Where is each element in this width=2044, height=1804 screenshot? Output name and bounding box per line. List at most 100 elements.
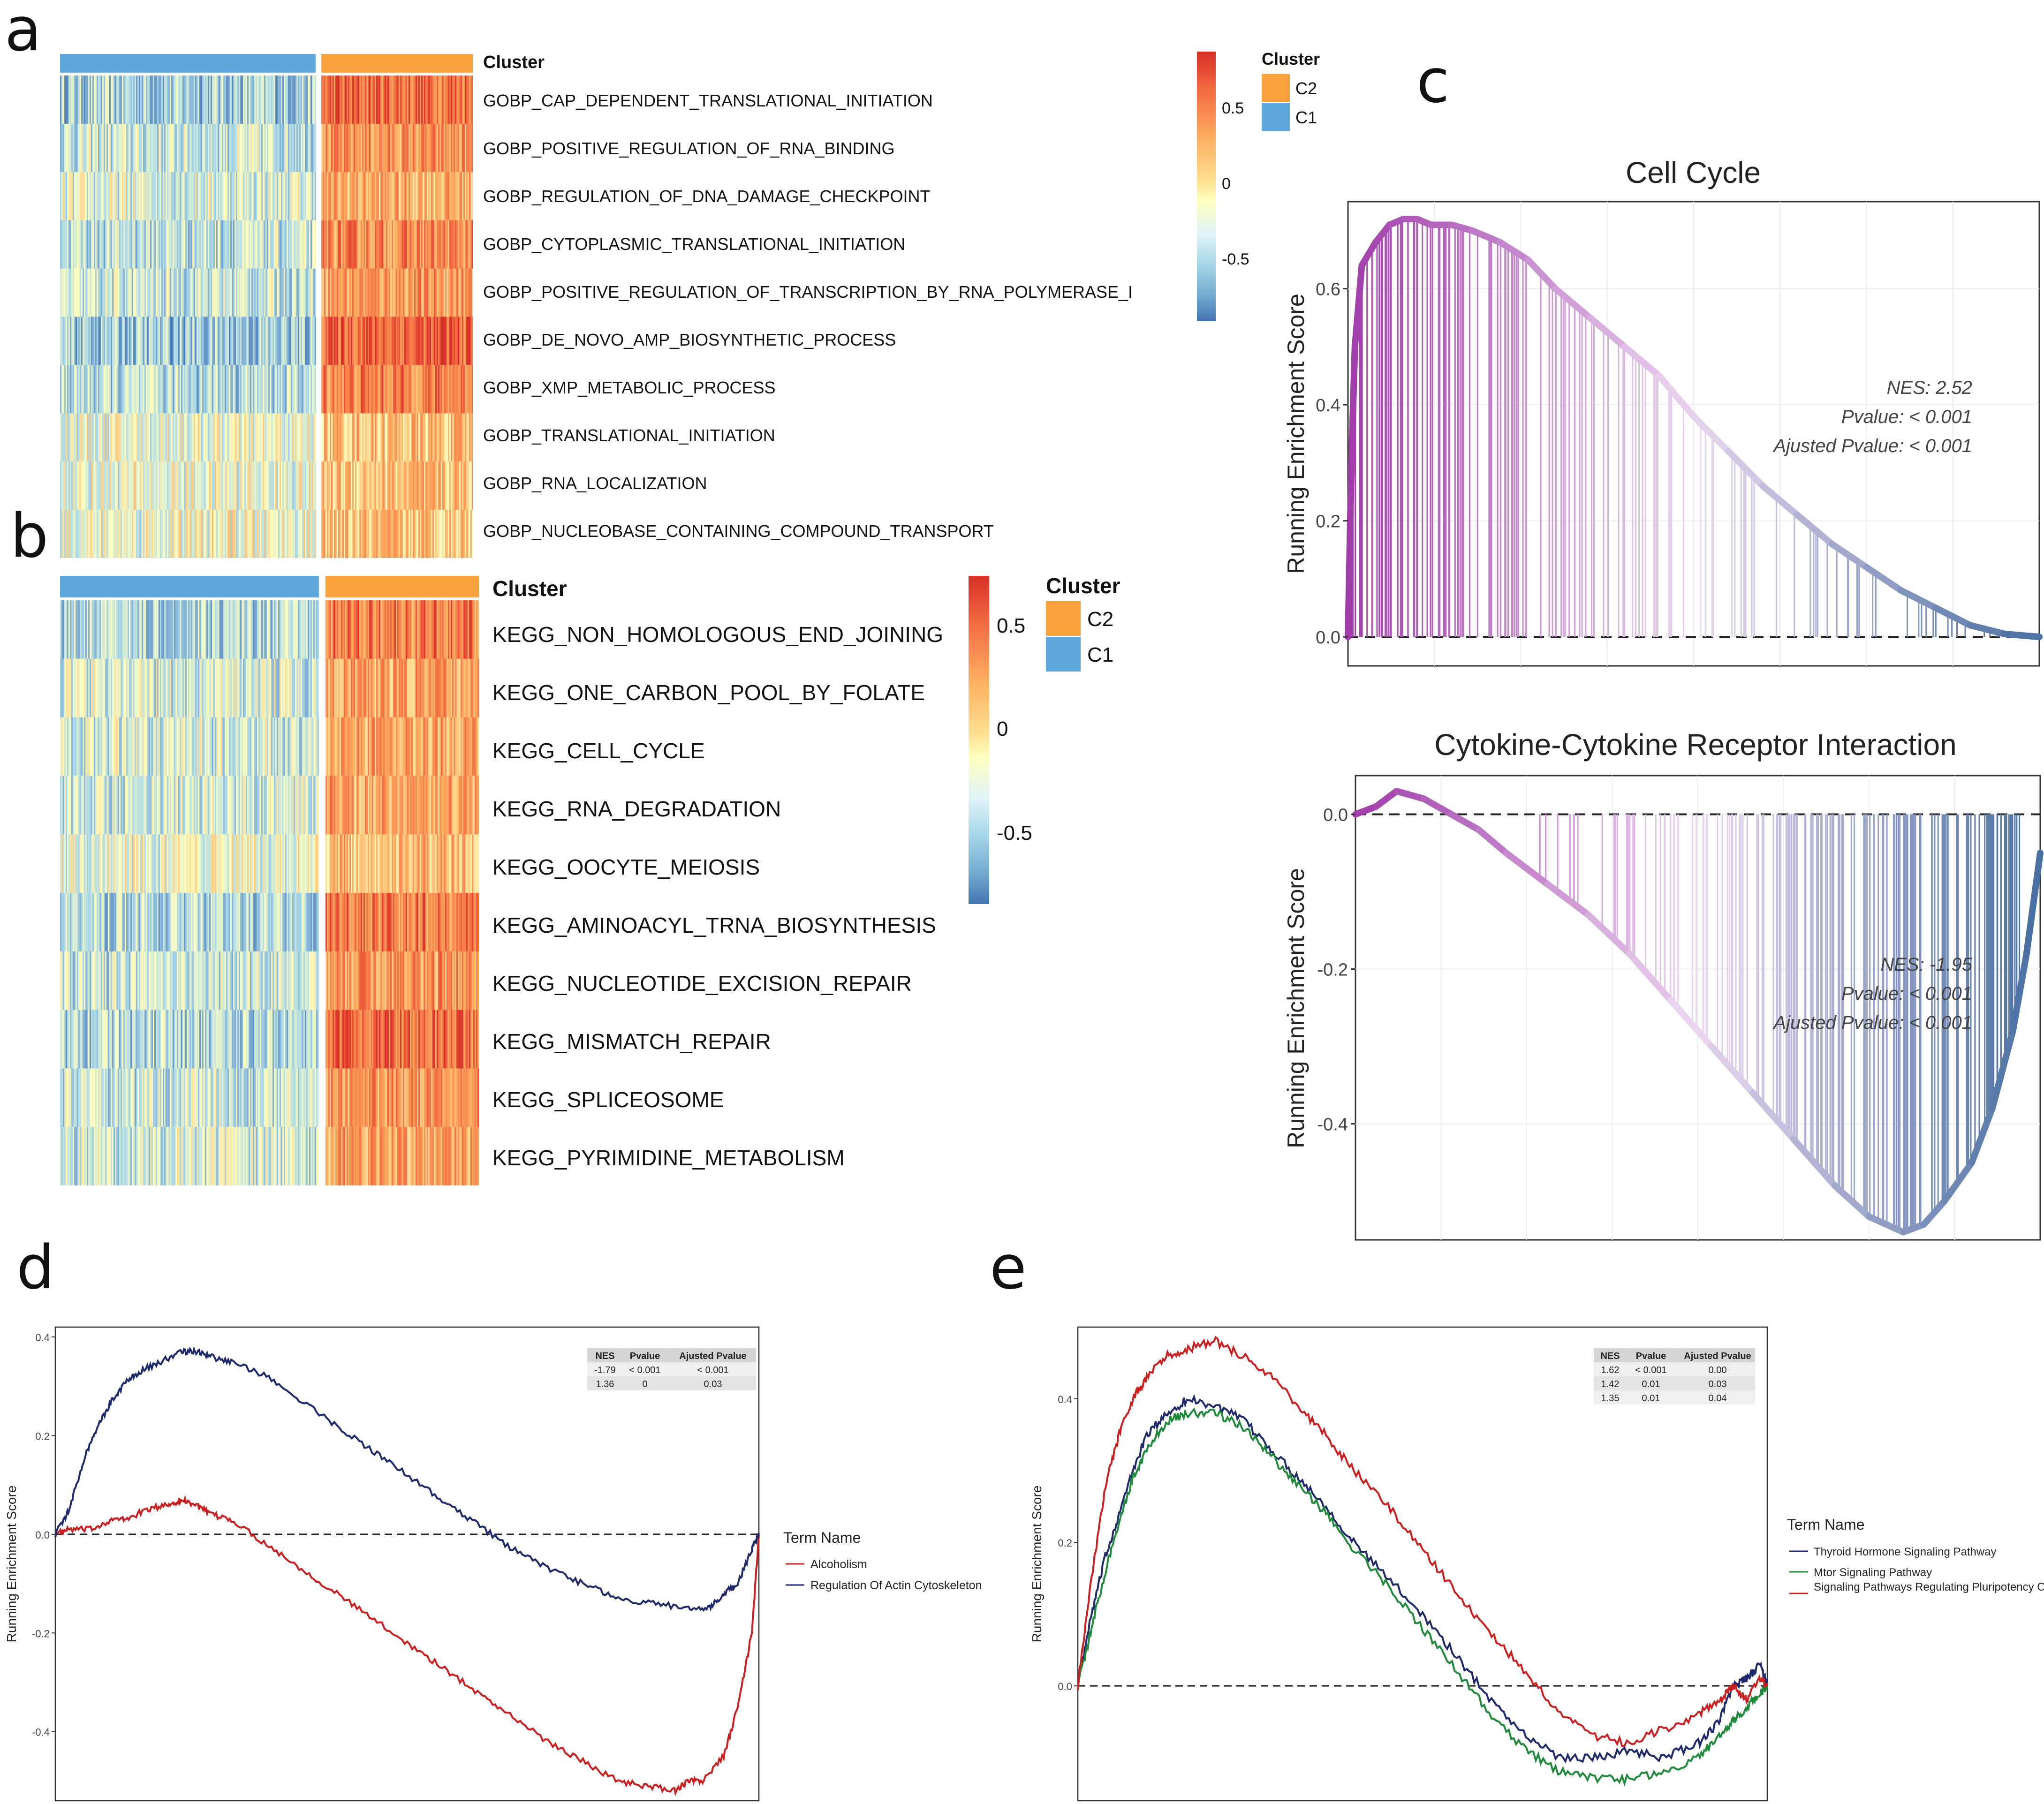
table-header-bg [587,1348,756,1362]
table-header-cell: Ajusted Pvalue [1684,1351,1751,1361]
y-tick-label: 0.0 [1323,806,1348,825]
y-tick-label: 0.2 [1058,1537,1072,1549]
panel-label-b: b [10,501,49,571]
panel-label-d: d [16,1233,55,1303]
gsea-plot-cytokine: Cytokine-Cytokine Receptor Interaction 0… [1283,728,2044,1241]
table-row-bg [1594,1390,1755,1404]
curve-segment [2009,950,2030,1034]
heatmap-b-legend-swatch-c1 [1046,637,1081,672]
heatmap-b-row-label: KEGG_NUCLEOTIDE_EXCISION_REPAIR [492,971,912,996]
table-cell: 1.42 [1601,1379,1620,1389]
enrichment-curve [1352,788,2044,1236]
grid [1355,776,2040,1240]
heatmap-b-legend-title: Cluster [1046,574,1120,598]
stats-table: NES Pvalue Ajusted Pvalue 1.62 < 0.001 0… [1594,1348,1755,1404]
heatmap-a-row-label: GOBP_RNA_LOCALIZATION [483,474,707,493]
table-cell: 0.01 [1642,1379,1660,1389]
heatmap-b-legend-label-c2: C2 [1087,608,1114,631]
y-tick-label: 0.2 [1316,512,1340,532]
curve-segment [1967,622,2008,637]
y-tick-label: -0.4 [1317,1115,1348,1135]
legend-label-line: Signaling Pathways Regulating Pluripoten… [1814,1581,2044,1593]
table-row-bg [1594,1362,1755,1376]
heatmap-a-color-scale [1197,52,1216,321]
curve-segment [1790,1136,1838,1189]
heatmap-b-cluster-header: Cluster [492,576,567,601]
series-line [1077,1407,1768,1787]
curve-segment [1832,1182,1872,1220]
heatmap-a-scale-tick: 0.5 [1222,99,1244,117]
curve-segment [1866,1213,1907,1236]
table-cell: 0.00 [1709,1365,1727,1375]
curve-segment [1497,239,1531,263]
table-cell: < 0.001 [1635,1365,1666,1375]
curve-segment [1863,564,1905,594]
hit-lines [1539,814,2021,1232]
heatmap-b-scale-tick: 0.5 [997,614,1026,637]
legend-label: Thyroid Hormone Signaling Pathway [1814,1546,1997,1558]
y-axis-label: Running Enrichment Score [1283,294,1309,574]
panel-label-c: c [1416,46,1450,116]
grid [1348,202,2039,666]
curve-segment [1749,1089,1797,1143]
table-row-bg [1594,1376,1755,1390]
series-line [54,1495,760,1796]
curve-segment [1345,459,1355,641]
table-cell: -1.79 [594,1365,616,1375]
table-cell: < 0.001 [697,1365,728,1375]
heatmap-b-row-label: KEGG_OOCYTE_MEIOSIS [492,855,760,879]
curve-segment [1828,541,1870,571]
curve-segment [1900,1221,1927,1236]
pvalue-annotation: Pvalue: < 0.001 [1841,983,1972,1004]
y-tick-label: 0.4 [1058,1394,1072,1405]
adj-pvalue-annotation: Ajusted Pvalue: < 0.001 [1772,1012,1972,1033]
heatmap-b-canvas [60,576,479,1185]
curve-segment [1475,826,1510,856]
heatmap-a-legend-swatch-c2 [1262,74,1290,102]
heatmap-b-row-label: KEGG_NON_HOMOLOGOUS_END_JOINING [492,622,944,647]
table-cell: 0 [642,1379,647,1389]
curve-segment [1448,221,1476,234]
curve-segment [1552,285,1593,321]
y-ticks: 0.4 0.2 0.0 [1058,1394,1078,1692]
curve-segment [1585,912,1633,957]
heatmap-a-row-label: GOBP_DE_NOVO_AMP_BIOSYNTHETIC_PROCESS [483,330,896,349]
legend-label: Regulation Of Actin Cytoskeleton [810,1579,982,1592]
heatmap-a-cluster-header: Cluster [483,53,545,72]
heatmap-a-row-label: GOBP_TRANSLATIONAL_INITIATION [483,426,775,445]
nes-annotation: NES: 2.52 [1887,377,1972,398]
y-tick-label: 0.0 [1316,628,1340,648]
heatmap-b-color-scale [969,576,989,904]
curve-segment [1759,483,1801,519]
curve-segment [1586,314,1628,350]
heatmap-b-row-label: KEGG_CELL_CYCLE [492,739,705,763]
heatmap-a-scale-tick: 0 [1222,175,1231,193]
curve-segment [1794,512,1835,548]
heatmap-a-row-label: GOBP_NUCLEOBASE_CONTAINING_COMPOUND_TRAN… [483,521,994,541]
curve-segment [1708,1043,1756,1096]
curve-segment [1358,239,1379,269]
curve-segment [1989,1027,2016,1112]
curve-segment [1351,262,1365,350]
panel-label-e: e [990,1233,1027,1303]
y-tick-label: -0.2 [32,1628,50,1639]
curve-segment [1690,413,1732,455]
heatmap-a-legend-swatch-c1 [1262,103,1290,131]
curve-segment [1544,881,1592,918]
y-axis-label: Running Enrichment Score [1030,1486,1044,1643]
y-tick-label: 0.4 [1316,396,1340,415]
table-header-cell: NES [1600,1351,1620,1361]
table-row-bg [587,1362,756,1376]
heatmap-b-legend-swatch-c2 [1046,601,1081,636]
y-tick-label: 0.0 [35,1529,50,1541]
table-header-cell: Pvalue [1636,1351,1666,1361]
curve-segment [1932,604,1974,629]
curve-segment [1626,950,1674,1004]
curve-segment [2023,850,2044,957]
curve-segment [1968,1105,1996,1166]
curve-segment [2001,630,2043,641]
legend-label: Mtor Signaling Pathway [1814,1566,1932,1579]
curve-segment [1372,788,1400,810]
curve-segment [1448,811,1482,833]
curve-segment [1667,996,1715,1050]
